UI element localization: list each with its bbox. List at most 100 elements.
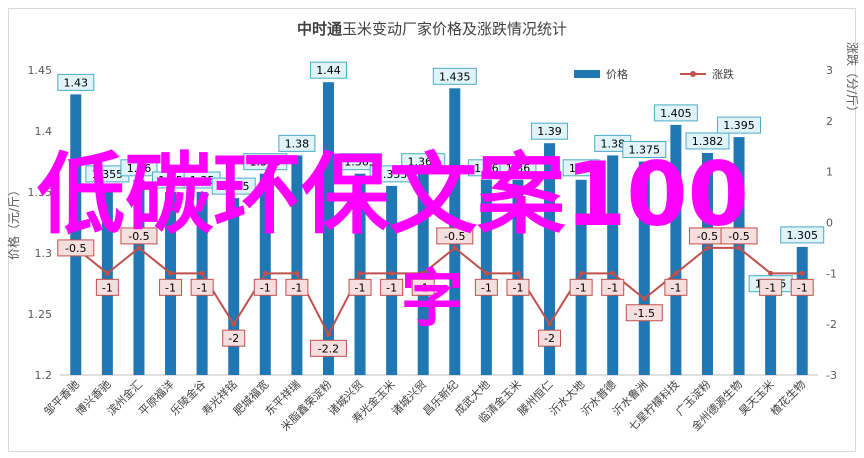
line-change [75,246,803,337]
line-data-label-box [253,278,277,296]
line-data-label-box [664,278,688,296]
bar-price [701,152,713,375]
line-data-label: -1 [165,281,176,294]
line-change-point [483,270,489,276]
line-data-label: -1.5 [634,307,655,320]
bar-price [607,155,619,375]
line-data-label-box [759,278,783,296]
line-data-label: -1 [355,281,366,294]
line-change-point [515,270,521,276]
line-data-label-box [285,278,309,296]
bar-data-label: 1.305 [786,229,818,242]
chart-title-rest: 玉米变动厂家价格及涨跌情况统计 [342,20,567,38]
legend-change-label: 涨跌 [712,67,734,81]
line-data-label: -1 [765,281,776,294]
line-change-point [294,270,300,276]
legend-price-label: 价格 [606,67,628,81]
line-data-label-box [411,278,435,296]
bar-price [480,179,492,375]
line-change-point [610,270,616,276]
bar-price [575,179,587,375]
bar-data-label: 1.435 [439,70,471,83]
bar-price [638,161,650,375]
bar-data-label: 1.35 [190,174,215,187]
bar-data-label-box [120,159,158,177]
bar-data-label-box [531,122,569,140]
line-data-label: -1 [512,281,523,294]
line-data-label: -0.5 [128,230,149,243]
bar-data-label: 1.405 [660,107,692,120]
line-change-point [104,270,110,276]
bar-data-label-box [309,61,347,79]
bar-price [765,295,777,375]
bar-price [733,137,745,375]
line-data-label: -1 [291,281,302,294]
line-data-label-box [95,278,119,296]
bar-data-label: 1.345 [218,180,250,193]
line-data-label: -1 [386,281,397,294]
bar-data-label: 1.35 [158,174,183,187]
bar-data-label: 1.355 [376,168,408,181]
bar-data-label-box [243,153,288,171]
line-data-label-box [538,329,562,347]
bar-data-label: 1.36 [506,162,531,175]
line-data-label-box [506,278,530,296]
bar-price [228,198,240,375]
y-left-tick-label: 1.35 [28,186,53,199]
bar-data-label: 1.355 [92,168,124,181]
line-change-point [704,245,710,251]
y-left-tick-label: 1.3 [35,247,53,260]
line-change-point [389,270,395,276]
y-left-tick-label: 1.45 [28,64,53,77]
bar-data-label-box [653,104,698,122]
bar-data-label: 1.38 [285,137,310,150]
line-change-point [641,296,647,302]
bar-data-label-box [57,73,95,91]
line-change-point [168,270,174,276]
line-data-label-box [380,278,404,296]
bar-data-label: 1.38 [600,137,625,150]
line-change-point [199,270,205,276]
line-data-label: -0.5 [65,242,86,255]
bar-data-label-box [685,132,730,150]
bar-data-label: 1.365 [344,156,376,169]
overlay-subline: 字 [401,262,463,335]
line-data-label-box [720,227,758,245]
bar-price [70,94,82,376]
bar-data-label-box [622,141,667,158]
y-left-tick-label: 1.25 [28,308,53,321]
line-data-label-box [436,227,474,245]
line-data-label-box [222,329,246,347]
line-data-label-box [601,278,625,296]
line-data-label: -0.5 [697,230,718,243]
bar-data-label: 1.44 [316,64,341,77]
y-right-tick-label: 2 [826,115,833,128]
y-left-axis-label: 价格（元/斤） [6,184,21,260]
line-data-label-box [569,278,593,296]
bar-price [133,179,145,375]
line-data-label-box [348,278,372,296]
line-data-label-box [190,278,214,296]
line-change-point [736,245,742,251]
bar-data-label-box [211,177,256,195]
line-change-point [136,245,142,251]
line-data-label-box [309,339,347,357]
bar-data-label: 1.36 [474,162,499,175]
bar-data-label: 1.365 [407,156,439,169]
bar-data-label: 1.36 [127,162,152,175]
chart-title: 中时通玉米变动厂家价格及涨跌情况统计 [297,20,567,38]
overlay-headline: 低碳环保文案100 [37,143,749,246]
bar-price [291,155,303,375]
bar-price [322,82,334,375]
bar-data-label: 1.39 [537,125,562,138]
line-change-point [357,270,363,276]
bar-data-label: 1.43 [64,76,89,89]
bar-data-label-box [780,226,825,244]
legend-price-swatch [574,70,600,78]
line-change-point [420,270,426,276]
bar-data-label-box [401,153,446,171]
bar-data-label: 1.365 [250,156,282,169]
line-change-point [231,321,237,327]
line-data-label: -2.2 [318,342,339,355]
line-data-label: -1 [670,281,681,294]
